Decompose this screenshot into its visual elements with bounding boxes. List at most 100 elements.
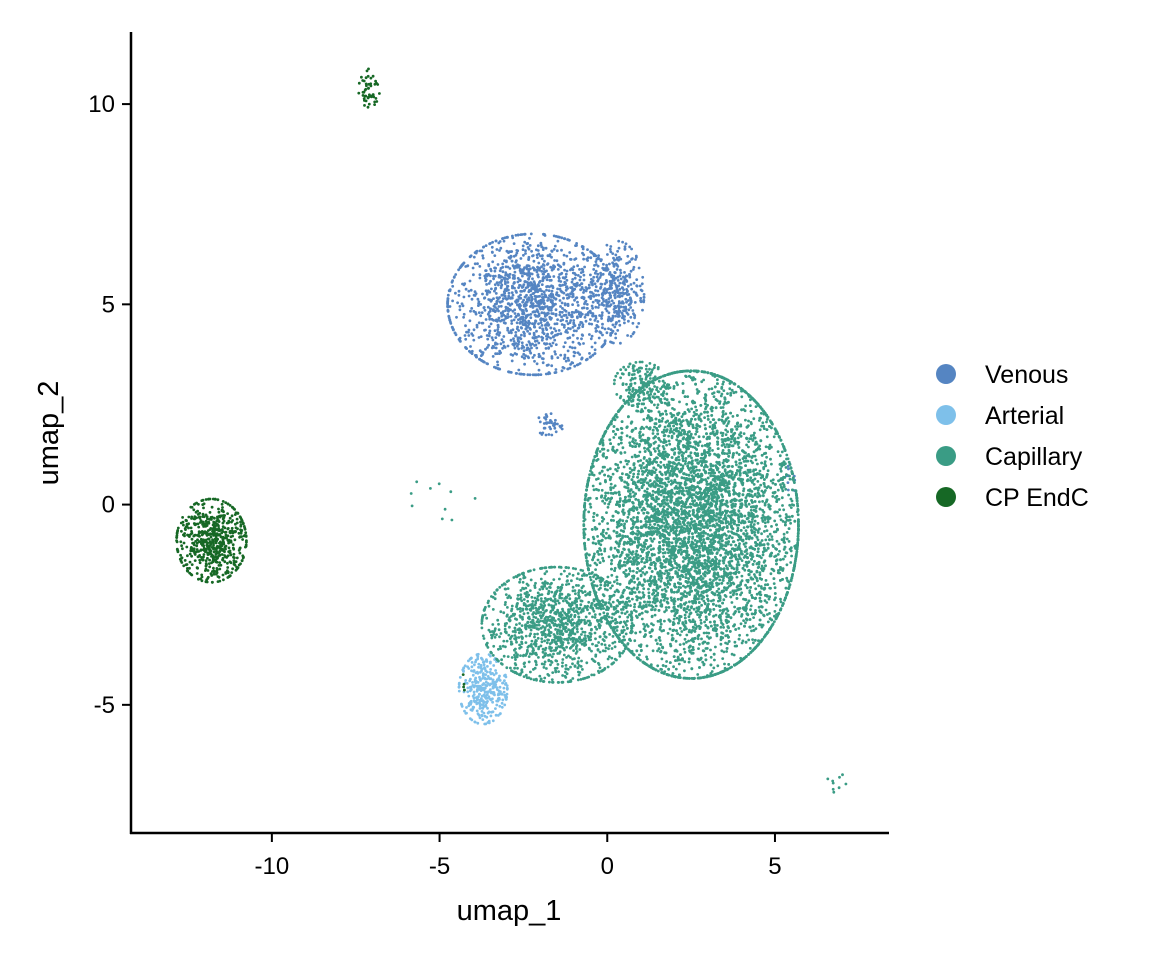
data-point	[522, 283, 526, 286]
data-point	[488, 331, 491, 335]
data-point	[637, 266, 641, 270]
data-point	[446, 308, 450, 312]
data-point	[646, 474, 649, 477]
data-point	[543, 270, 547, 274]
data-point	[614, 306, 618, 309]
data-point	[651, 649, 655, 653]
data-point	[519, 316, 522, 320]
data-point	[609, 328, 613, 331]
data-point	[541, 331, 545, 334]
data-point	[550, 250, 554, 253]
data-point	[748, 646, 752, 650]
data-point	[560, 248, 563, 252]
data-point	[521, 317, 525, 321]
data-point	[502, 276, 506, 280]
data-point	[510, 250, 514, 253]
data-point	[589, 250, 593, 254]
data-point	[486, 711, 490, 715]
data-point	[576, 336, 579, 340]
data-point	[480, 713, 484, 717]
data-point	[649, 502, 653, 506]
data-point	[670, 541, 674, 545]
data-point	[579, 275, 582, 279]
data-point	[647, 591, 651, 595]
data-point	[788, 474, 791, 478]
data-point	[487, 263, 491, 266]
data-point	[623, 277, 627, 281]
data-point	[715, 632, 719, 636]
data-point	[463, 282, 467, 286]
data-point	[471, 266, 475, 270]
data-point	[506, 344, 510, 348]
data-point	[608, 291, 612, 295]
data-point	[463, 334, 467, 337]
data-point	[726, 392, 729, 395]
data-point	[605, 511, 608, 514]
data-point	[493, 283, 497, 286]
data-point	[527, 340, 531, 343]
data-point	[629, 306, 633, 309]
data-point	[529, 232, 533, 236]
data-point	[527, 255, 531, 259]
data-point	[539, 373, 543, 376]
data-point	[472, 690, 476, 694]
data-point	[614, 336, 618, 340]
data-point	[628, 275, 632, 279]
data-point	[545, 328, 549, 331]
data-point	[576, 264, 579, 268]
data-point	[542, 319, 546, 322]
data-point	[535, 362, 539, 366]
data-point	[476, 297, 480, 301]
data-point	[528, 284, 532, 287]
data-point	[594, 289, 597, 292]
data-point	[559, 332, 563, 336]
data-point	[668, 442, 672, 446]
data-point	[487, 273, 490, 276]
data-point	[615, 290, 619, 294]
data-point	[469, 345, 472, 348]
data-point	[516, 338, 520, 341]
data-point	[504, 696, 507, 699]
data-point	[551, 285, 555, 288]
data-point	[514, 331, 518, 334]
data-point	[780, 450, 784, 454]
data-point	[589, 505, 593, 509]
data-point	[619, 271, 623, 275]
data-point	[497, 283, 500, 287]
data-point	[566, 356, 570, 360]
data-point	[491, 691, 495, 695]
data-point	[613, 580, 616, 584]
data-point	[462, 295, 466, 299]
data-point	[581, 251, 584, 255]
data-point	[474, 658, 478, 662]
data-point	[616, 582, 619, 585]
data-point	[507, 370, 511, 374]
data-point	[491, 700, 494, 704]
data-point	[546, 307, 550, 310]
data-point	[537, 304, 540, 308]
data-point	[571, 293, 575, 296]
data-point	[787, 493, 790, 497]
data-point	[537, 312, 541, 316]
data-point	[642, 293, 646, 296]
data-point	[684, 459, 687, 463]
data-point	[549, 412, 553, 415]
data-point	[597, 278, 600, 281]
data-point	[640, 560, 643, 564]
data-point	[498, 296, 501, 299]
data-point	[492, 318, 495, 322]
data-point	[553, 322, 557, 326]
data-point	[554, 343, 558, 346]
data-point	[614, 309, 618, 313]
data-point	[561, 283, 564, 287]
data-point	[520, 346, 524, 350]
data-point	[467, 294, 471, 298]
data-point	[523, 356, 526, 360]
data-point	[580, 337, 583, 341]
data-point	[544, 433, 548, 437]
data-point	[485, 659, 488, 662]
data-point	[626, 261, 630, 265]
data-point	[574, 273, 578, 277]
data-point	[598, 303, 601, 307]
data-point	[565, 329, 568, 332]
